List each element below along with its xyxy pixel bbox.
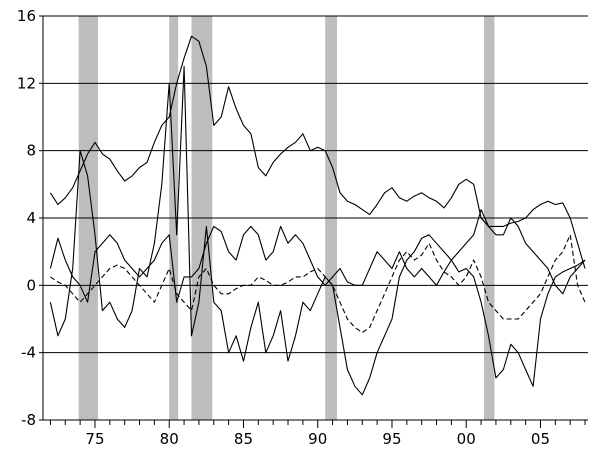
x-tick-label: 80 — [160, 430, 179, 448]
x-tick-label: 00 — [457, 430, 476, 448]
x-tick-label: 85 — [234, 430, 253, 448]
y-tick-labels: -8 -4 0 4 8 12 16 — [17, 7, 36, 429]
x-tick-label: 05 — [531, 430, 550, 448]
y-tick-label: -4 — [21, 344, 36, 362]
y-tick-label: 8 — [26, 142, 36, 160]
grid-lines — [43, 15, 588, 354]
x-tick-label: 90 — [308, 430, 327, 448]
y-tick-label: 16 — [17, 7, 36, 25]
y-tick-label: 12 — [17, 74, 36, 92]
series-line — [49, 65, 586, 396]
series-line — [49, 35, 586, 269]
x-tick-label: 75 — [85, 430, 104, 448]
y-tick-label: -8 — [21, 411, 36, 429]
series-lines — [49, 35, 586, 396]
y-tick-label: 0 — [26, 276, 36, 294]
axes — [39, 15, 588, 428]
y-tick-label: 4 — [26, 209, 36, 227]
series-line — [50, 234, 586, 334]
x-tick-label: 95 — [382, 430, 401, 448]
x-tick-labels: 75 80 85 90 95 00 05 — [85, 430, 550, 448]
series-line — [49, 209, 586, 303]
